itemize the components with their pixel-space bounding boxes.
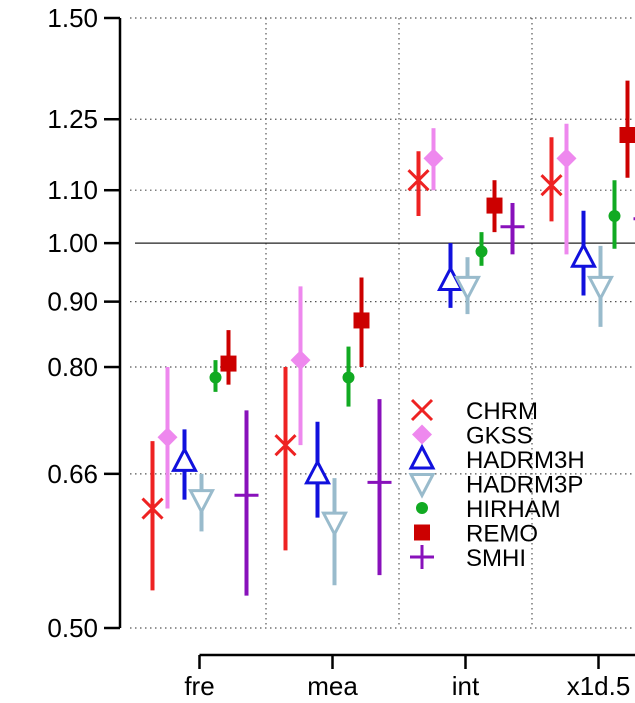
- data-point: [343, 372, 355, 384]
- data-point: [174, 449, 196, 470]
- y-tick-label: 0.80: [47, 352, 98, 382]
- data-point: [191, 491, 213, 512]
- data-point: [557, 148, 577, 168]
- data-point: [354, 312, 370, 328]
- data-point: [609, 210, 621, 222]
- y-tick-label: 1.50: [47, 3, 98, 33]
- legend-marker: [416, 502, 428, 514]
- legend-label: HIRHAM: [466, 496, 561, 523]
- legend-marker: [411, 447, 433, 468]
- data-point: [424, 148, 444, 168]
- data-point: [476, 246, 488, 258]
- legend-label: CHRM: [466, 398, 538, 425]
- data-point: [291, 350, 311, 370]
- legend-marker: [412, 400, 432, 420]
- data-point: [590, 277, 612, 298]
- legend-marker: [412, 425, 432, 445]
- legend-marker: [410, 545, 434, 569]
- data-point: [573, 245, 595, 266]
- legend-marker: [414, 525, 430, 541]
- x-tick-label: mea: [307, 671, 358, 698]
- legend-marker: [411, 475, 433, 496]
- data-point: [307, 462, 329, 483]
- y-tick-label: 0.50: [47, 613, 98, 643]
- y-tick-label: 0.90: [47, 287, 98, 317]
- data-point: [158, 427, 178, 447]
- legend-label: REMO: [466, 521, 538, 548]
- data-point: [620, 127, 635, 143]
- legend-label: HADRM3P: [466, 472, 583, 499]
- y-tick-label: 1.00: [47, 228, 98, 258]
- x-tick-label: x1d.5: [567, 671, 631, 698]
- data-point: [324, 513, 346, 534]
- data-point: [221, 356, 237, 372]
- y-tick-label: 0.66: [47, 459, 98, 489]
- legend-label: HADRM3H: [466, 447, 585, 474]
- x-tick-label: fre: [184, 671, 214, 698]
- y-tick-label: 1.25: [47, 104, 98, 134]
- y-tick-label: 1.10: [47, 175, 98, 205]
- data-point: [487, 198, 503, 214]
- x-tick-label: int: [452, 671, 480, 698]
- data-point: [501, 215, 525, 239]
- data-point: [235, 483, 259, 507]
- data-point: [210, 372, 222, 384]
- legend-label: SMHI: [466, 545, 526, 572]
- legend-label: GKSS: [466, 423, 533, 450]
